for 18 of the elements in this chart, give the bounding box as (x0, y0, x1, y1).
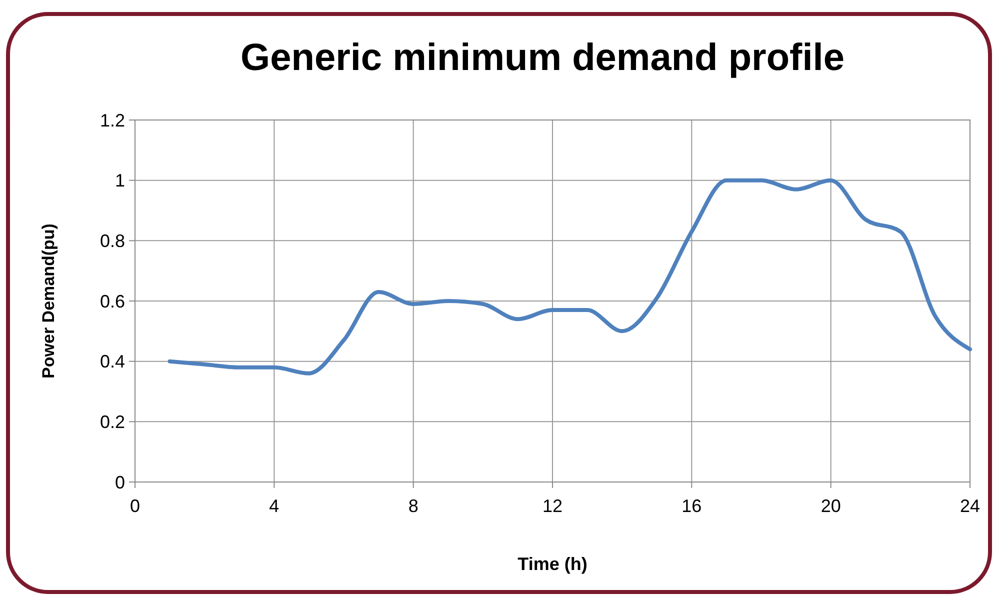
x-tick-label: 0 (130, 496, 140, 516)
y-tick-label: 1.2 (100, 110, 125, 130)
x-tick-label: 16 (682, 496, 702, 516)
chart-title: Generic minimum demand profile (240, 37, 844, 79)
x-tick-label: 20 (820, 496, 841, 516)
x-tick-label: 12 (542, 496, 563, 516)
x-tick-label: 4 (269, 496, 280, 516)
y-tick-label: 0.4 (100, 352, 125, 372)
y-tick-label: 0.6 (100, 291, 125, 312)
x-tick-label: 24 (960, 496, 980, 516)
y-tick-label: 0.8 (100, 230, 125, 251)
x-tick-label: 8 (408, 496, 418, 516)
x-axis-title: Time (h) (518, 554, 588, 574)
y-axis-title: Power Demand(pu) (39, 224, 58, 378)
y-tick-label: 0.2 (100, 412, 125, 432)
line-series (168, 178, 972, 376)
y-tick-label: 1 (114, 170, 125, 191)
y-tick-label: 0 (114, 472, 125, 492)
